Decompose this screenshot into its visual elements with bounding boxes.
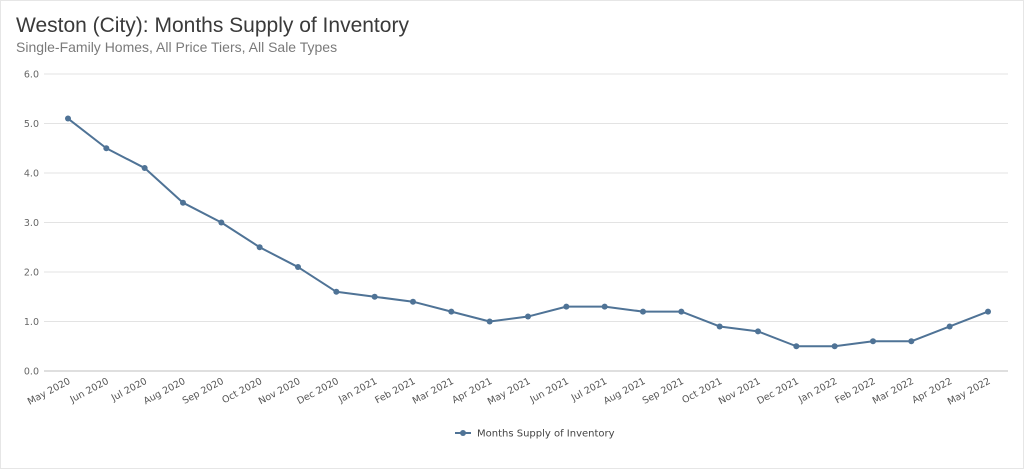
data-point[interactable] [755,328,761,335]
x-tick-label: Dec 2020 [295,376,340,407]
y-tick-label: 0.0 [24,367,39,378]
legend-label[interactable]: Months Supply of Inventory [477,429,615,440]
y-tick-label: 5.0 [24,119,39,130]
legend-point-marker [460,430,466,436]
y-tick-label: 1.0 [24,317,39,328]
data-point[interactable] [563,303,570,310]
data-point[interactable] [333,288,340,295]
data-point[interactable] [486,318,493,325]
legend[interactable]: Months Supply of Inventory [455,429,615,440]
y-axis: 0.0 1.0 2.0 3.0 4.0 5.0 6.0 [24,70,39,378]
data-point[interactable] [295,264,301,271]
x-tick-label: Aug 2020 [142,376,188,407]
data-point[interactable] [793,343,800,350]
data-point[interactable] [218,219,225,226]
data-point[interactable] [141,165,148,172]
data-point[interactable] [180,199,186,206]
data-point[interactable] [831,343,838,350]
x-tick-label: May 2020 [26,376,73,408]
chart-subtitle: Single-Family Homes, All Price Tiers, Al… [16,39,338,55]
chart-title: Weston (City): Months Supply of Inventor… [16,14,409,37]
data-point[interactable] [985,308,991,315]
data-point[interactable] [946,323,953,330]
y-tick-label: 3.0 [24,218,39,229]
y-tick-label: 2.0 [24,268,39,279]
x-tick-label: May 2021 [486,376,533,408]
x-tick-label: Sep 2020 [181,376,226,407]
x-tick-label: Dec 2021 [755,376,800,407]
data-point[interactable] [103,145,110,152]
x-tick-label: Feb 2021 [373,376,417,406]
x-tick-label: Nov 2021 [717,376,763,407]
data-point[interactable] [525,313,531,320]
data-point[interactable] [65,115,71,122]
x-tick-label: May 2022 [946,376,993,408]
x-tick-label: Mar 2022 [871,376,916,407]
y-tick-label: 6.0 [24,70,39,81]
x-tick-label: Mar 2021 [411,376,456,407]
x-tick-label: Aug 2021 [602,376,648,407]
series-group [65,115,991,350]
data-point[interactable] [448,308,455,315]
data-point[interactable] [716,323,723,330]
x-tick-label: Jun 2021 [528,376,571,406]
x-tick-label: Jan 2022 [796,376,839,406]
data-point[interactable] [371,293,378,300]
x-tick-label: Oct 2020 [220,376,264,406]
data-point[interactable] [640,308,646,315]
data-point[interactable] [870,338,876,345]
data-point[interactable] [256,244,263,251]
data-point[interactable] [410,298,416,305]
gridlines [44,73,1008,372]
y-tick-label: 4.0 [24,169,39,180]
x-tick-label: Feb 2022 [833,376,877,406]
series-line [67,117,989,348]
data-point[interactable] [908,338,915,345]
data-point[interactable] [601,303,608,310]
x-tick-label: Oct 2021 [680,376,724,406]
x-tick-label: Sep 2021 [641,376,686,407]
x-tick-label: Jun 2020 [68,376,111,406]
x-tick-label: Nov 2020 [257,376,303,407]
x-tick-label: Jan 2021 [336,376,379,406]
data-point[interactable] [678,308,685,315]
